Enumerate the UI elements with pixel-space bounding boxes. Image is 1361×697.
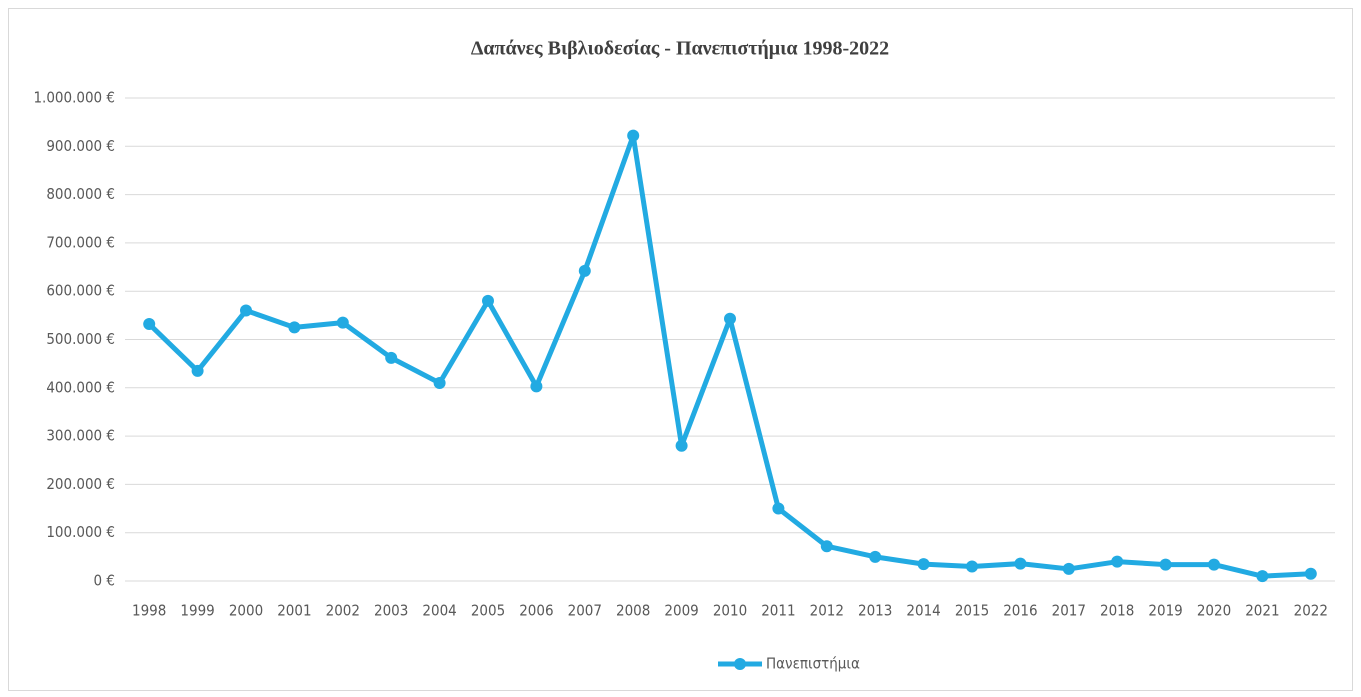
chart-border	[8, 8, 1353, 691]
x-tick-label: 2022	[1294, 602, 1328, 620]
x-tick-label: 1998	[132, 602, 166, 620]
data-point	[1111, 555, 1124, 568]
y-tick-label: 600.000 €	[46, 282, 115, 300]
y-tick-label: 900.000 €	[46, 137, 115, 155]
x-tick-label: 2002	[326, 602, 360, 620]
x-tick-label: 2017	[1052, 602, 1086, 620]
data-point	[143, 318, 156, 331]
data-point	[482, 294, 494, 307]
x-tick-label: 2000	[229, 602, 263, 620]
x-tick-label: 2019	[1148, 602, 1182, 620]
y-tick-label: 400.000 €	[46, 378, 115, 396]
y-tick-label: 300.000 €	[46, 427, 115, 445]
legend-label: Πανεπιστήμια	[766, 655, 860, 673]
data-point	[869, 550, 882, 563]
data-point	[966, 560, 978, 573]
x-tick-label: 2014	[906, 602, 940, 620]
x-tick-label: 2021	[1245, 602, 1279, 620]
data-point	[336, 316, 349, 329]
chart-title: Δαπάνες Βιβλιοδεσίας - Πανεπιστήμια 1998…	[471, 38, 889, 60]
x-tick-label: 1999	[180, 602, 214, 620]
data-point	[820, 540, 833, 553]
data-point	[1062, 562, 1075, 575]
y-tick-label: 800.000 €	[46, 185, 115, 203]
x-tick-label: 2016	[1003, 602, 1037, 620]
y-tick-label: 0 €	[94, 572, 115, 590]
data-point	[288, 321, 301, 334]
x-tick-label: 2005	[471, 602, 505, 620]
x-tick-label: 2010	[713, 602, 747, 620]
data-point	[530, 380, 543, 393]
x-tick-label: 2006	[519, 602, 553, 620]
x-tick-label: 2009	[664, 602, 698, 620]
data-point	[240, 304, 252, 317]
data-point	[627, 129, 640, 142]
x-tick-label: 2012	[810, 602, 844, 620]
y-tick-label: 100.000 €	[46, 523, 115, 541]
y-tick-label: 500.000 €	[46, 330, 115, 348]
data-point	[772, 502, 785, 515]
x-tick-label: 2020	[1197, 602, 1231, 620]
y-tick-label: 200.000 €	[46, 475, 115, 493]
x-tick-label: 2003	[374, 602, 408, 620]
x-tick-label: 2001	[277, 602, 311, 620]
x-tick-label: 2018	[1100, 602, 1134, 620]
data-point	[1256, 570, 1269, 583]
x-tick-label: 2015	[955, 602, 989, 620]
data-point	[191, 364, 204, 377]
legend-marker	[734, 658, 746, 670]
data-point	[724, 312, 736, 325]
data-point	[675, 439, 688, 452]
x-tick-label: 2004	[422, 602, 456, 620]
data-point	[433, 376, 446, 389]
data-point	[1014, 557, 1027, 570]
x-tick-label: 2013	[858, 602, 892, 620]
x-tick-label: 2008	[616, 602, 650, 620]
data-point	[578, 264, 591, 277]
y-tick-label: 700.000 €	[46, 233, 115, 251]
data-point	[1208, 558, 1220, 571]
data-point	[385, 351, 398, 364]
x-tick-label: 2007	[568, 602, 602, 620]
data-point	[1159, 558, 1172, 571]
y-tick-label: 1.000.000 €	[33, 89, 115, 107]
x-tick-label: 2011	[761, 602, 795, 620]
data-point	[1304, 567, 1317, 580]
data-point	[917, 558, 930, 571]
